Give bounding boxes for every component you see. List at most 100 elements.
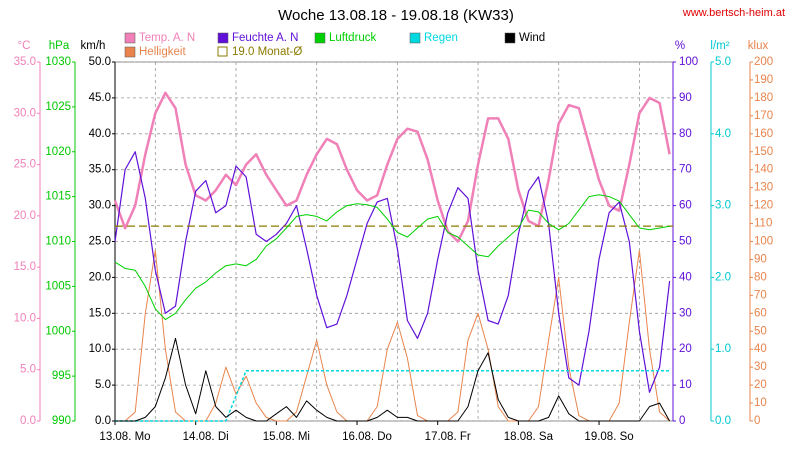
y-tick-label: 40 [754,343,767,355]
y-tick-label: 0 [679,415,685,427]
y-tick-label: 5.0 [715,56,731,68]
y-tick-label: 20 [679,343,692,355]
y-tick-label: 10.0 [89,343,111,355]
axis-unit: % [675,40,685,52]
x-tick-label: 16.08. Do [342,431,392,443]
y-tick-label: 60 [679,200,692,212]
chart-title: Woche 13.08.18 - 19.08.18 (KW33) [278,7,514,24]
y-tick-label: 25.0 [14,159,36,171]
legend-swatch [504,32,516,44]
y-tick-label: 70 [754,289,767,301]
y-tick-label: 45.0 [89,92,111,104]
y-tick-label: 5.0 [95,379,111,391]
y-tick-label: 3.0 [715,200,731,212]
legend-swatch [217,46,228,57]
legend-label: Helligkeit [139,46,186,58]
legend-swatch [314,32,326,44]
y-tick-label: 20 [754,379,767,391]
y-tick-label: 190 [754,74,773,86]
series-line [114,151,671,393]
legend-label: Feuchte A. N [232,32,298,44]
y-tick-label: 50.0 [89,56,111,68]
y-tick-label: 110 [754,218,772,230]
axis-unit: km/h [81,40,106,52]
axis-unit: hPa [49,40,70,52]
y-tick-label: 30 [754,361,767,373]
y-tick-label: 15.0 [89,307,111,319]
series-line [115,250,670,422]
y-tick-label: 120 [754,200,773,212]
legend-label: Wind [519,32,545,44]
legend-label: Regen [424,32,458,44]
y-tick-label: 170 [754,110,773,122]
y-tick-label: 1030 [45,56,71,68]
x-tick-label: 18.08. Sa [504,431,554,443]
y-tick-label: 25.0 [89,236,111,248]
y-tick-label: 30 [679,307,692,319]
axis-unit: klux [748,40,769,52]
y-tick-label: 1020 [45,146,71,158]
y-tick-label: 30.0 [14,107,36,119]
axis-unit: l/m² [710,40,729,52]
y-tick-label: 40.0 [89,128,111,140]
y-tick-label: 130 [754,182,773,194]
y-tick-label: 60 [754,307,767,319]
y-tick-label: 1.0 [715,343,731,355]
y-tick-label: 35.0 [14,56,36,68]
y-tick-label: 150 [754,146,773,158]
y-tick-label: 50 [679,236,692,248]
y-tick-label: 0.0 [95,415,111,427]
legend-label: 19.0 Monat-Ø [232,46,302,58]
y-tick-label: 995 [52,370,71,382]
y-tick-label: 70 [679,164,692,176]
legend-label: Luftdruck [329,32,377,44]
y-tick-label: 15.0 [14,261,36,273]
y-tick-label: 5.0 [20,364,36,376]
x-tick-label: 13.08. Mo [99,431,150,443]
y-tick-label: 990 [52,415,71,427]
y-tick-label: 1000 [45,325,71,337]
y-tick-label: 1010 [45,236,71,248]
y-tick-label: 160 [754,128,773,140]
y-tick-label: 100 [754,236,773,248]
y-tick-label: 200 [754,56,773,68]
y-tick-label: 140 [754,164,773,176]
x-tick-label: 14.08. Di [183,431,229,443]
y-tick-label: 100 [679,56,698,68]
y-tick-label: 10.0 [14,312,36,324]
y-tick-label: 1015 [45,191,71,203]
y-tick-label: 0.0 [715,415,731,427]
source-link[interactable]: www.bertsch-heim.at [682,7,785,19]
y-tick-label: 90 [679,92,692,104]
y-tick-label: 80 [754,271,767,283]
y-tick-label: 20.0 [14,210,36,222]
x-tick-label: 17.08. Fr [425,431,471,443]
x-tick-label: 15.08. Mi [263,431,310,443]
y-tick-label: 35.0 [89,164,111,176]
y-tick-label: 4.0 [715,128,731,140]
legend-label: Temp. A. N [139,32,195,44]
y-tick-label: 0.0 [20,415,36,427]
series-line [113,91,671,243]
x-tick-label: 19.08. So [584,431,633,443]
legend-swatch [124,32,136,44]
legend-swatch [124,46,136,58]
y-tick-label: 40 [679,271,692,283]
series-line [115,369,670,422]
y-tick-label: 50 [754,325,767,337]
y-tick-label: 1025 [45,101,71,113]
axis-unit: °C [18,40,31,52]
y-tick-label: 0 [754,415,760,427]
series-line [115,337,671,422]
y-tick-label: 10 [679,379,692,391]
y-tick-label: 30.0 [89,200,111,212]
y-tick-label: 2.0 [715,271,731,283]
legend-swatch [409,32,421,44]
y-tick-label: 1005 [45,280,71,292]
y-tick-label: 80 [679,128,692,140]
y-tick-label: 10 [754,397,767,409]
y-tick-label: 180 [754,92,773,104]
legend-swatch [217,32,229,44]
y-tick-label: 20.0 [89,271,111,283]
